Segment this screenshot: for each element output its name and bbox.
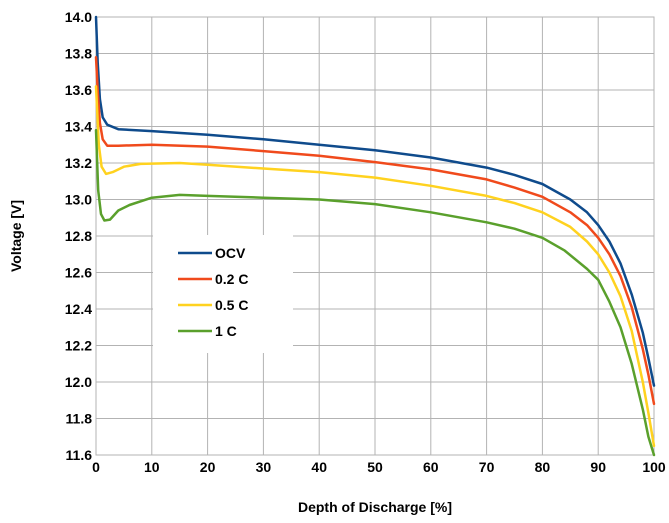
y-tick-label: 12.8 — [65, 228, 92, 244]
plot-area — [95, 16, 655, 456]
x-tick-label: 80 — [535, 459, 551, 475]
y-tick-label: 13.0 — [65, 192, 92, 208]
x-tick-label: 40 — [311, 459, 327, 475]
x-tick-label: 20 — [200, 459, 216, 475]
x-tick-label: 100 — [642, 459, 666, 475]
y-tick-label: 13.2 — [65, 155, 92, 171]
x-tick-label: 10 — [144, 459, 160, 475]
y-tick-label: 14.0 — [65, 9, 92, 25]
y-tick-label: 12.6 — [65, 265, 92, 281]
x-tick-label: 30 — [256, 459, 272, 475]
x-axis-title: Depth of Discharge [%] — [298, 499, 452, 515]
legend: OCV 0.2 C 0.5 C 1 C — [178, 245, 248, 339]
x-tick-label: 90 — [590, 459, 606, 475]
legend-label: OCV — [215, 245, 246, 261]
series-line-1-c — [94, 128, 656, 457]
series-line-ocv — [94, 15, 656, 387]
x-tick-label: 0 — [92, 459, 100, 475]
x-tick-label: 60 — [423, 459, 439, 475]
x-tick-label: 50 — [367, 459, 383, 475]
y-tick-label: 13.8 — [65, 46, 92, 62]
series-line-0-2-c — [94, 55, 656, 406]
y-tick-label: 13.6 — [65, 82, 92, 98]
y-tick-label: 12.4 — [65, 301, 92, 317]
y-tick-label: 11.8 — [66, 411, 93, 427]
y-tick-label: 12.0 — [65, 374, 92, 390]
legend-label: 1 C — [215, 323, 237, 339]
series-layer — [94, 15, 656, 457]
y-axis-title: Voltage [V] — [8, 200, 24, 272]
y-tick-label: 12.2 — [65, 338, 92, 354]
y-tick-label: 11.6 — [66, 447, 93, 463]
x-tick-labels: 0 10 20 30 40 50 60 70 80 90 100 — [92, 459, 666, 475]
y-tick-label: 13.4 — [65, 119, 92, 135]
series-line-0-5-c — [94, 85, 656, 448]
legend-label: 0.5 C — [215, 297, 248, 313]
x-tick-label: 70 — [479, 459, 495, 475]
y-tick-labels: 11.6 11.8 12.0 12.2 12.4 12.6 12.8 13.0 13.2 13.4… — [65, 9, 92, 463]
legend-label: 0.2 C — [215, 271, 248, 287]
legend-box — [153, 235, 293, 353]
